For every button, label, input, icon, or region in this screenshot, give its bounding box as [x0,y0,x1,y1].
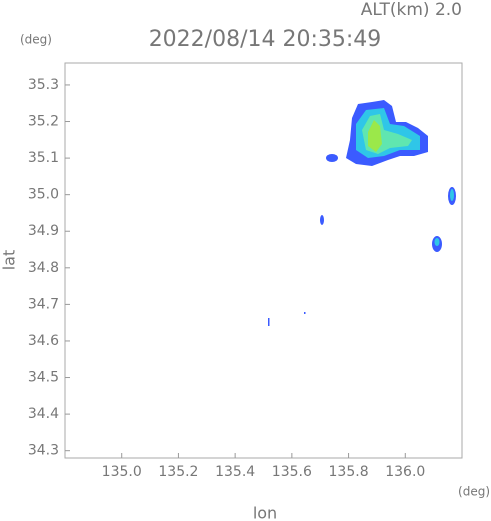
echo-cells [268,100,456,326]
y-unit: (deg) [20,33,52,47]
x-tick-label: 136.0 [385,464,425,480]
y-tick-label: 34.6 [28,333,59,349]
chart-title: 2022/08/14 20:35:49 [149,27,382,52]
y-tick-label: 34.4 [28,406,59,422]
y-axis-label: lat [0,250,19,271]
x-unit: (deg) [458,485,490,499]
y-tick-label: 34.7 [28,296,59,312]
y-tick-label: 35.1 [28,150,59,166]
y-tick-label: 35.2 [28,114,59,130]
x-tick-label: 135.4 [215,464,255,480]
y-tick-label: 34.5 [28,370,59,386]
y-tick-label: 34.3 [28,443,59,459]
subtitle: ALT(km) 2.0 [361,0,462,20]
x-axis-label: lon [253,504,277,521]
x-tick-label: 135.6 [272,464,312,480]
y-tick-label: 34.9 [28,223,59,239]
x-tick-label: 135.2 [158,464,198,480]
y-tick-label: 35.3 [28,77,59,93]
y-tick-label: 34.8 [28,260,59,276]
y-tick-label: 35.0 [28,187,59,203]
x-tick-label: 135.0 [102,464,142,480]
plot-frame [64,62,463,459]
x-tick-label: 135.8 [329,464,369,480]
